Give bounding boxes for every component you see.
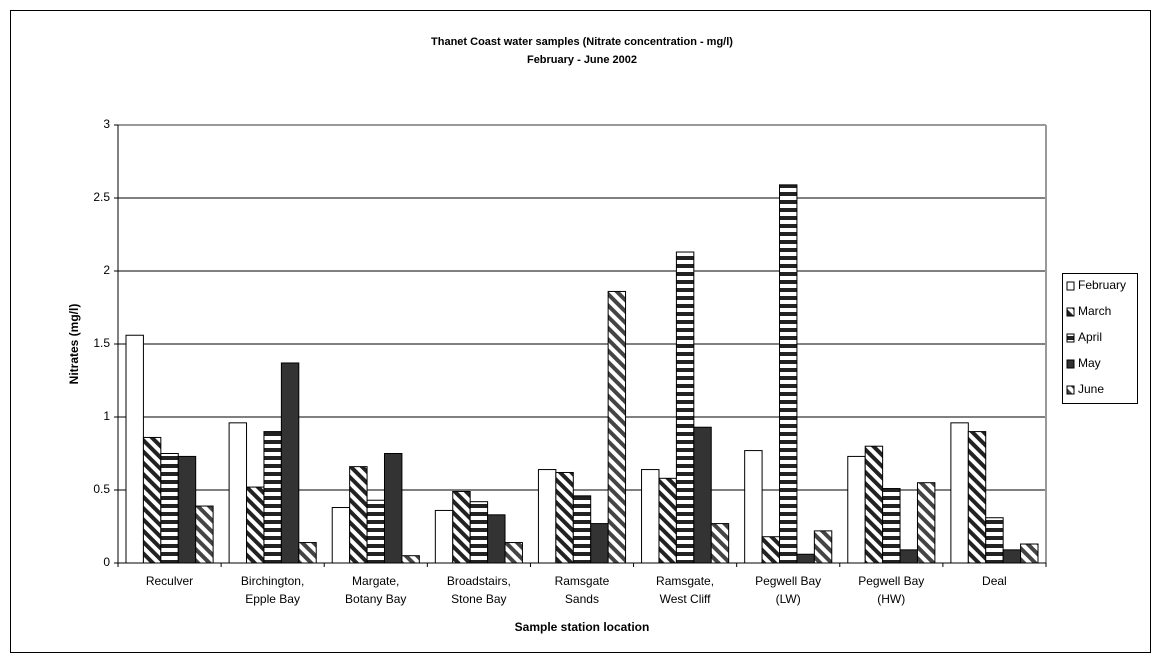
- y-tick-label: 1.5: [93, 336, 110, 350]
- bar: [469, 501, 489, 564]
- bar: [779, 184, 798, 564]
- bar: [383, 453, 403, 564]
- bar: [761, 536, 781, 564]
- bar: [142, 436, 162, 564]
- bar: [177, 455, 197, 564]
- legend-marker: [1066, 385, 1075, 395]
- x-tick-label: Margate, Botany Bay: [345, 574, 407, 606]
- bar: [452, 490, 471, 564]
- y-tick-label: 2: [103, 263, 110, 277]
- bar: [658, 477, 677, 564]
- bar: [246, 486, 265, 564]
- x-axis-label: Sample station location: [515, 620, 650, 634]
- y-tick-label: 2.5: [93, 190, 110, 204]
- bar: [555, 471, 574, 564]
- bar: [693, 426, 712, 564]
- bar: [160, 453, 179, 564]
- y-tick-label: 1: [103, 409, 110, 423]
- bar: [675, 251, 695, 564]
- bar: [744, 450, 763, 564]
- bar: [1020, 543, 1039, 564]
- x-tick-label: Broadstairs, Stone Bay: [446, 574, 511, 606]
- bar: [298, 542, 317, 564]
- legend-label: March: [1078, 304, 1111, 318]
- x-tick-label: Ramsgate Sands: [554, 574, 610, 606]
- bar: [331, 507, 351, 564]
- x-tick-label: Deal: [982, 574, 1007, 588]
- bar: [401, 555, 420, 564]
- bar: [434, 509, 454, 564]
- bar: [280, 362, 300, 564]
- legend-box: [1062, 273, 1138, 404]
- bar: [813, 530, 833, 564]
- bar: [228, 422, 248, 564]
- bar: [796, 553, 815, 564]
- x-tick-label: Reculver: [145, 574, 194, 588]
- bar: [950, 422, 969, 564]
- chart-subtitle: February - June 2002: [527, 54, 637, 66]
- bar: [349, 466, 368, 564]
- x-tick-label: Ramsgate, West Cliff: [656, 574, 715, 606]
- bar: [864, 445, 884, 564]
- bar: [607, 290, 627, 564]
- legend-marker: [1066, 333, 1075, 343]
- legend-marker: [1066, 281, 1075, 291]
- bar: [985, 517, 1004, 564]
- bar: [882, 488, 901, 564]
- x-tick-label: Pegwell Bay (HW): [858, 574, 925, 606]
- x-tick-label: Birchington, Epple Bay: [240, 574, 305, 606]
- bar: [847, 455, 866, 564]
- legend-label: February: [1078, 278, 1126, 292]
- legend-label: June: [1078, 382, 1104, 396]
- bar: [263, 431, 282, 564]
- legend-label: April: [1078, 330, 1102, 344]
- y-tick-label: 3: [103, 117, 110, 131]
- bar: [125, 334, 144, 564]
- bar: [487, 514, 506, 564]
- chart-title: Thanet Coast water samples (Nitrate conc…: [431, 36, 733, 48]
- bar: [967, 431, 987, 564]
- legend-marker: [1066, 307, 1075, 317]
- y-tick-label: 0: [103, 555, 110, 569]
- bar: [590, 523, 609, 564]
- bar: [195, 505, 214, 564]
- bar: [504, 542, 523, 564]
- bar: [899, 549, 918, 564]
- bar: [366, 499, 385, 564]
- bar: [916, 482, 936, 564]
- legend-label: May: [1078, 356, 1101, 370]
- bar: [641, 469, 660, 564]
- bar: [572, 495, 592, 564]
- bar: [1002, 549, 1022, 564]
- legend-marker: [1066, 359, 1075, 369]
- x-tick-label: Pegwell Bay (LW): [755, 574, 822, 606]
- bar: [710, 523, 730, 564]
- y-tick-label: 0.5: [93, 482, 110, 496]
- y-axis-label: Nitrates (mg/l): [67, 304, 81, 385]
- bar: [537, 469, 557, 564]
